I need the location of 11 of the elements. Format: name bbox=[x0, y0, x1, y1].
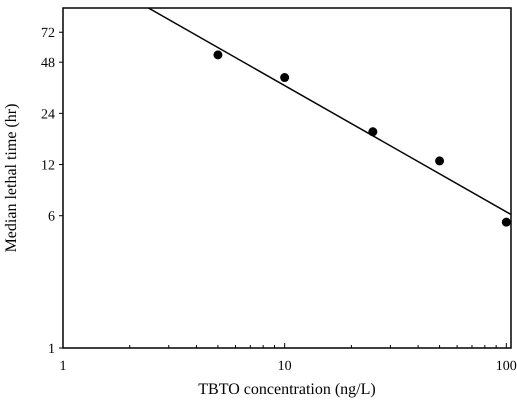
x-tick-label: 10 bbox=[278, 359, 292, 374]
x-axis-title: TBTO concentration (ng/L) bbox=[198, 381, 376, 398]
y-tick-label: 12 bbox=[41, 158, 55, 174]
y-tick-label: 72 bbox=[41, 26, 55, 42]
y-tick-label: 1 bbox=[48, 342, 55, 357]
x-tick-label: 100 bbox=[496, 359, 517, 374]
y-tick-label: 24 bbox=[41, 107, 55, 122]
y-tick-label: 48 bbox=[41, 56, 55, 72]
y-axis-title: Median lethal time (hr) bbox=[3, 104, 20, 252]
x-tick-label: 1 bbox=[60, 359, 66, 374]
y-tick-label: 6 bbox=[48, 210, 55, 225]
